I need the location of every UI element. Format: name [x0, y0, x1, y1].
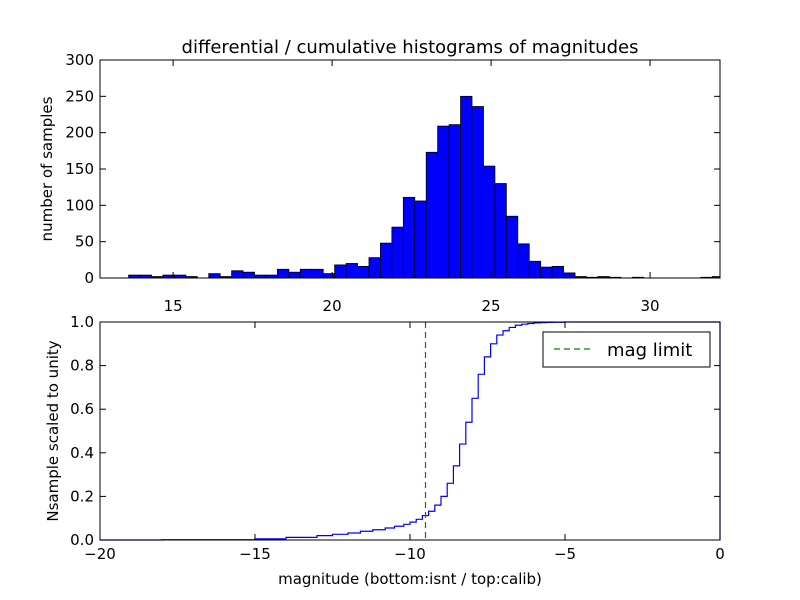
histogram-bars	[128, 95, 721, 279]
y-tick-label: 0	[84, 269, 94, 287]
legend-entry-mag-limit: mag limit	[607, 340, 692, 361]
y-tick-label: 1.0	[70, 313, 94, 331]
y-tick-label: 0.6	[70, 400, 94, 418]
histogram-bar	[425, 151, 439, 279]
histogram-bar	[368, 257, 381, 279]
x-tick-label: −5	[554, 545, 576, 563]
histogram-bar	[277, 268, 290, 279]
y-tick-label: 250	[65, 87, 94, 105]
histogram-bar	[551, 265, 564, 279]
histogram-bar	[437, 125, 450, 279]
x-tick-label: 25	[482, 297, 501, 315]
legend: mag limit	[542, 331, 711, 368]
histogram-bar	[380, 242, 393, 279]
histogram-bar	[334, 264, 347, 279]
top-axes-frame	[99, 59, 721, 279]
bottom-axes-frame	[99, 321, 721, 541]
x-tick-label: −10	[394, 545, 426, 563]
x-tick-label: 15	[164, 297, 183, 315]
histogram-bar	[528, 260, 542, 279]
differential-histogram-panel: 0 50 100 150 200 250 300 15 20 25 30 number of sam…	[38, 51, 721, 315]
histogram-bar	[208, 273, 221, 279]
histogram-bar	[505, 215, 519, 279]
y-tick-label: 100	[65, 196, 94, 214]
y-tick-label: 300	[65, 51, 94, 69]
y-tick-label: 0.4	[70, 444, 94, 462]
histogram-bar	[231, 270, 244, 279]
cumulative-step-line	[100, 321, 721, 541]
histogram-bar	[414, 200, 427, 279]
y-tick-label: 50	[75, 233, 94, 251]
histogram-bar	[517, 243, 530, 279]
histogram-bar	[494, 183, 507, 279]
histogram-bar	[448, 124, 461, 279]
x-tick-label: −20	[84, 545, 116, 563]
histogram-bar	[402, 196, 416, 279]
y-tick-label: 150	[65, 160, 94, 178]
legend-box	[542, 331, 711, 368]
histogram-bar	[471, 106, 484, 279]
bottom-y-axis-label: Nsample scaled to unity	[44, 340, 62, 521]
x-tick-label: −15	[239, 545, 271, 563]
histogram-bar	[242, 271, 255, 279]
y-tick-label: 0.8	[70, 357, 94, 375]
histogram-bar	[391, 226, 404, 279]
histogram-bar	[322, 273, 336, 279]
bottom-x-axis-label: magnitude (bottom:isnt / top:calib)	[278, 570, 542, 588]
top-y-axis-label: number of samples	[38, 96, 56, 241]
y-tick-label: 0.0	[70, 531, 94, 549]
histogram-bar	[357, 265, 370, 279]
x-tick-label: 30	[641, 297, 660, 315]
cumulative-histogram-panel: 0.0 0.2 0.4 0.6 0.8 1.0 −20 −15 −10 −5 0 Nsample s…	[44, 313, 725, 588]
histogram-bar	[311, 268, 324, 279]
figure-title: differential / cumulative histograms of …	[182, 37, 639, 58]
histogram-bar	[483, 165, 496, 279]
top-axis-ticks: 0 50 100 150 200 250 300 15 20 25 30	[65, 51, 720, 315]
histogram-bar	[288, 271, 301, 279]
x-tick-label: 20	[323, 297, 342, 315]
y-tick-label: 200	[65, 124, 94, 142]
histogram-bar	[345, 263, 358, 279]
x-tick-label: 0	[715, 545, 725, 563]
histogram-bar	[563, 272, 576, 279]
histogram-bar	[460, 95, 473, 279]
histogram-bar	[299, 268, 313, 279]
y-tick-label: 0.2	[70, 487, 94, 505]
histogram-bar	[540, 266, 553, 279]
